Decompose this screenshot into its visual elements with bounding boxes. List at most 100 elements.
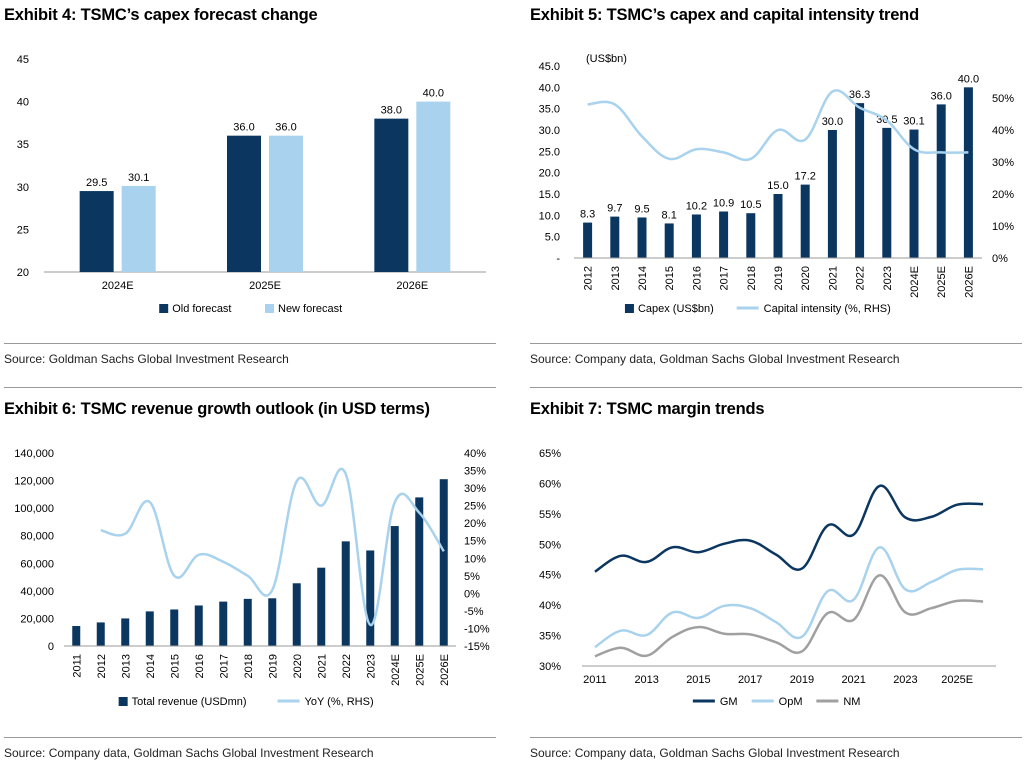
revenue-bar [194,605,203,646]
y-tick-label: 40.0 [539,82,560,94]
y-tick-label: 0 [48,641,54,653]
capex-bar [936,104,946,259]
x-tick-label: 2017 [218,654,230,678]
capex-bar [746,213,756,258]
y-tick-label: 55% [539,509,561,521]
y2-tick-label: -10% [464,623,490,635]
revenue-bar [415,497,424,646]
exhibit-6-source: Source: Company data, Goldman Sachs Glob… [4,746,374,760]
x-tick-label: 2012 [583,266,595,290]
exhibit-5-panel: Exhibit 5: TSMC’s capex and capital inte… [530,6,1026,376]
revenue-bar [317,567,326,646]
y2-tick-label: 25% [464,501,486,513]
capex-bar [610,216,620,258]
x-tick-label: 2020 [292,654,304,678]
legend-label: NM [843,696,860,708]
data-label: 10.2 [686,200,707,212]
x-tick-label: 2025E [936,266,948,298]
y-tick-label: 35.0 [539,104,560,116]
data-label: 9.5 [634,203,649,215]
exhibit-5-divider [530,343,1022,344]
data-label: 17.2 [794,171,815,183]
x-tick-label: 2017 [738,674,762,686]
data-label: 38.0 [381,105,402,117]
exhibit-6-panel: Exhibit 6: TSMC revenue growth outlook (… [4,387,500,768]
y-tick-label: 45 [17,54,29,66]
y2-tick-label: -5% [464,606,484,618]
gm-line [594,484,984,573]
x-tick-label: 2015 [664,266,676,290]
exhibit-4-panel: Exhibit 4: TSMC’s capex forecast change … [4,6,500,376]
data-label: 40.0 [958,73,979,85]
y-tick-label: 40,000 [20,586,54,598]
x-tick-label: 2025E [249,280,281,292]
revenue-bar [268,598,277,646]
x-tick-label: 2018 [746,266,758,290]
legend-label: OpM [779,696,803,708]
y-tick-label: 65% [539,448,561,460]
legend-label: Old forecast [172,303,231,315]
legend-swatch [265,304,274,313]
x-tick-label: 2011 [583,674,607,686]
bar-new-forecast [269,135,303,272]
y-tick-label: 15.0 [539,189,560,201]
x-tick-label: 2024E [102,280,134,292]
y-tick-label: 20,000 [20,613,54,625]
revenue-bar [292,583,301,646]
capex-bar [800,184,810,258]
exhibit-5-title: Exhibit 5: TSMC’s capex and capital inte… [530,6,919,24]
y2-tick-label: 15% [464,536,486,548]
revenue-bar [219,601,228,646]
y-tick-label: 25.0 [539,146,560,158]
exhibit-4-divider [4,343,496,344]
y-tick-label: 45% [539,570,561,582]
revenue-bar [243,598,252,646]
x-tick-label: 2019 [267,654,279,678]
y2-tick-label: 30% [992,157,1014,169]
data-label: 8.3 [580,209,595,221]
exhibit-7-source: Source: Company data, Goldman Sachs Glob… [530,746,900,760]
capex-intensity-chart: (US$bn) - 5.0 10.0 15.0 20.0 25.0 30.0 35.0 40.0 4… [539,53,1015,315]
x-tick-label: 2022 [855,266,867,290]
legend-label: YoY (%, RHS) [305,696,374,708]
y2-tick-label: 20% [992,189,1014,201]
bar-old-forecast [227,135,261,272]
nm-line [594,574,984,658]
x-tick-label: 2020 [800,266,812,290]
revenue-bar [439,479,448,646]
x-tick-label: 2025E [414,654,426,686]
revenue-bar [366,550,375,646]
capex-bar [882,127,892,258]
revenue-bar [390,526,399,646]
y2-tick-label: 10% [464,553,486,565]
data-label: 10.5 [740,199,761,211]
exhibit-7-title: Exhibit 7: TSMC margin trends [530,400,765,418]
opm-line [594,546,984,649]
x-tick-label: 2023 [882,266,894,290]
capex-bar [583,222,593,258]
data-label: 29.5 [86,177,107,189]
y-unit-label: (US$bn) [586,53,627,65]
exhibit-7-panel: Exhibit 7: TSMC margin trends 30% 35% 40% 4… [530,387,1026,768]
legend-swatch [624,304,634,313]
exhibit-5-source: Source: Company data, Goldman Sachs Glob… [530,352,900,366]
y-tick-label: 60% [539,478,561,490]
y2-tick-label: -15% [464,641,490,653]
revenue-bar [96,622,105,646]
legend-swatch [159,304,169,313]
y2-tick-label: 30% [464,483,486,495]
x-tick-label: 2021 [827,266,839,290]
capex-bar [827,130,837,258]
revenue-bar [170,609,179,646]
y-tick-label: 10.0 [539,210,560,222]
legend-label: Capital intensity (%, RHS) [764,303,891,315]
legend-label: Capex (US$bn) [638,303,714,315]
legend-label: Total revenue (USDmn) [132,696,247,708]
legend-swatch [118,697,128,706]
exhibit-4-source: Source: Goldman Sachs Global Investment … [4,352,289,366]
x-tick-label: 2013 [634,674,658,686]
y2-tick-label: 50% [992,93,1014,105]
data-label: 40.0 [423,88,444,100]
x-tick-label: 2026E [396,280,428,292]
y-tick-label: 100,000 [14,503,54,515]
